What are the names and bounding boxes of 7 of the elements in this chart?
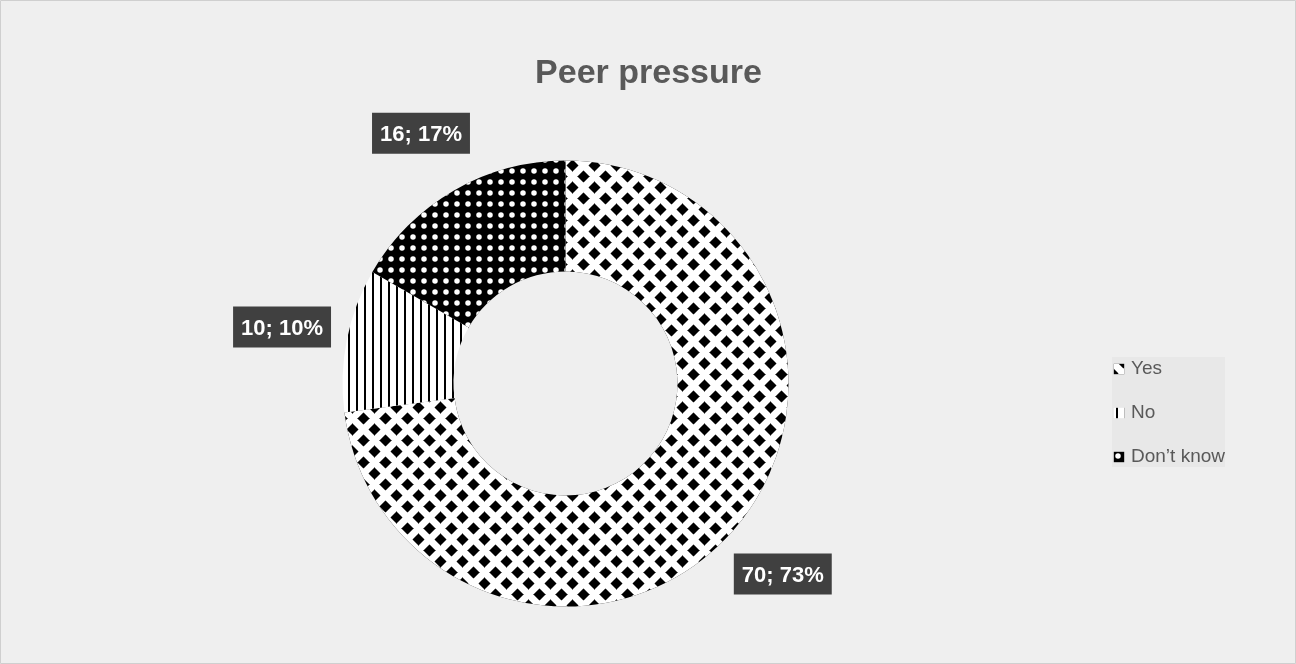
data-label: 10; 10% [241, 314, 324, 340]
chart-title: Peer pressure [535, 51, 762, 90]
legend-label: Yes [1131, 357, 1162, 379]
legend-label: No [1131, 401, 1156, 423]
data-label: 70; 73% [741, 561, 824, 587]
data-label: 16; 17% [380, 120, 462, 146]
legend-label: Don’t know [1131, 445, 1225, 467]
